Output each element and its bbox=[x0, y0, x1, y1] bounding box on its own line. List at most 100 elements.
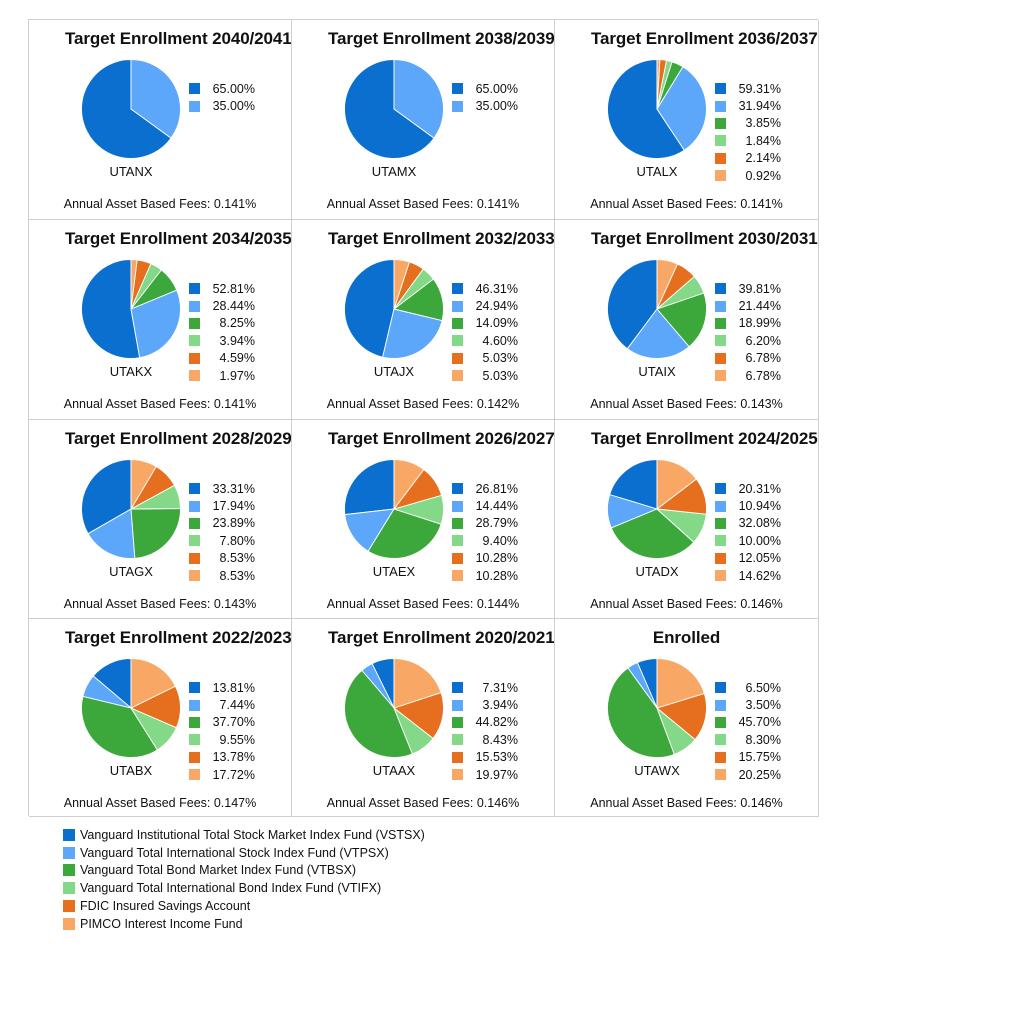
legend-entry: 3.94% bbox=[452, 696, 518, 713]
legend-entry: 35.00% bbox=[452, 97, 518, 114]
legend-swatch bbox=[715, 135, 726, 147]
pie-slice-6 bbox=[656, 459, 697, 510]
legend-swatch bbox=[715, 100, 726, 112]
allocation-legend: 39.81% 21.44% 18.99% 6.20% 6.78% 6.78% bbox=[715, 280, 781, 384]
legend-entry: 14.62% bbox=[715, 567, 781, 584]
fund-ticker: UTAJX bbox=[373, 364, 415, 379]
pie-slice-2 bbox=[382, 308, 443, 359]
legend-swatch bbox=[452, 283, 463, 295]
annual-fees: Annual Asset Based Fees: 0.142% bbox=[326, 397, 520, 411]
allocation-percent: 15.53% bbox=[475, 750, 518, 765]
legend-entry: 52.81% bbox=[189, 280, 255, 297]
allocation-percent: 3.50% bbox=[745, 698, 781, 713]
legend-entry: 28.44% bbox=[189, 297, 255, 314]
legend-swatch bbox=[189, 83, 200, 95]
pie-slice-3 bbox=[610, 508, 695, 559]
legend-swatch bbox=[189, 317, 200, 329]
pie-slice-6 bbox=[393, 459, 425, 510]
portfolio-cell-utawx: Enrolled UTAWX 6.50% 3.50% 45.70% 8.30% 15.7… bbox=[555, 619, 819, 817]
allocation-percent: 8.43% bbox=[482, 732, 518, 747]
pie-slice-1 bbox=[607, 259, 658, 350]
pie-slice-1 bbox=[344, 259, 395, 358]
allocation-percent: 6.50% bbox=[745, 680, 781, 695]
pie-chart bbox=[344, 459, 444, 559]
fund-legend-item: Vanguard Institutional Total Stock Marke… bbox=[63, 826, 425, 844]
allocation-legend: 7.31% 3.94% 44.82% 8.43% 15.53% 19.97% bbox=[452, 679, 518, 783]
legend-entry: 20.25% bbox=[715, 766, 781, 783]
legend-entry: 37.70% bbox=[189, 714, 255, 731]
legend-swatch bbox=[715, 734, 726, 746]
allocation-percent: 19.97% bbox=[475, 767, 518, 782]
allocation-percent: 17.72% bbox=[212, 767, 255, 782]
portfolio-cell-utalx: Target Enrollment 2036/2037 UTALX 59.31%… bbox=[555, 20, 819, 220]
fund-name: Vanguard Institutional Total Stock Marke… bbox=[80, 827, 425, 842]
legend-entry: 15.75% bbox=[715, 749, 781, 766]
pie-slice-6 bbox=[656, 658, 705, 709]
allocation-percent: 17.94% bbox=[212, 499, 255, 514]
legend-entry: 1.84% bbox=[715, 132, 781, 149]
legend-swatch bbox=[715, 751, 726, 763]
legend-swatch bbox=[189, 352, 200, 364]
legend-swatch bbox=[715, 370, 726, 382]
pie-chart bbox=[81, 459, 181, 559]
annual-fees: Annual Asset Based Fees: 0.141% bbox=[590, 197, 783, 211]
legend-entry: 14.09% bbox=[452, 315, 518, 332]
portfolio-title: Target Enrollment 2030/2031 bbox=[591, 229, 818, 248]
legend-entry: 10.00% bbox=[715, 532, 781, 549]
legend-swatch bbox=[189, 699, 200, 711]
legend-swatch bbox=[715, 699, 726, 711]
allocation-percent: 65.00% bbox=[475, 81, 518, 96]
allocation-percent: 13.78% bbox=[212, 750, 255, 765]
legend-swatch bbox=[452, 751, 463, 763]
allocation-percent: 26.81% bbox=[475, 481, 518, 496]
legend-swatch bbox=[452, 83, 463, 95]
allocation-percent: 10.00% bbox=[738, 533, 781, 548]
legend-swatch bbox=[452, 335, 463, 347]
legend-swatch bbox=[189, 500, 200, 512]
legend-entry: 28.79% bbox=[452, 515, 518, 532]
portfolio-cell-utaix: Target Enrollment 2030/2031 UTAIX 39.81%… bbox=[555, 220, 819, 420]
fund-ticker: UTABX bbox=[109, 763, 153, 778]
pie-slice-1 bbox=[607, 59, 685, 159]
legend-swatch bbox=[189, 517, 200, 529]
legend-entry: 6.78% bbox=[715, 367, 781, 384]
fund-legend-item: Vanguard Total Bond Market Index Fund (V… bbox=[63, 862, 425, 880]
fund-swatch bbox=[63, 864, 75, 877]
allocation-percent: 8.30% bbox=[745, 732, 781, 747]
legend-swatch bbox=[715, 716, 726, 728]
legend-swatch bbox=[715, 352, 726, 364]
allocation-percent: 35.00% bbox=[475, 99, 518, 114]
legend-entry: 31.94% bbox=[715, 97, 781, 114]
fund-ticker: UTAWX bbox=[634, 763, 680, 778]
fund-swatch bbox=[63, 846, 75, 859]
legend-swatch bbox=[189, 335, 200, 347]
portfolio-title: Target Enrollment 2020/2021 bbox=[328, 628, 555, 647]
portfolio-cell-utajx: Target Enrollment 2032/2033 UTAJX 46.31%… bbox=[292, 220, 555, 420]
legend-entry: 12.05% bbox=[715, 550, 781, 567]
legend-swatch bbox=[189, 283, 200, 295]
fund-swatch bbox=[63, 828, 75, 841]
allocation-percent: 24.94% bbox=[475, 299, 518, 314]
legend-entry: 10.94% bbox=[715, 497, 781, 514]
legend-swatch bbox=[715, 682, 726, 694]
legend-entry: 8.25% bbox=[189, 315, 255, 332]
allocation-percent: 45.70% bbox=[738, 715, 781, 730]
pie-slice-3 bbox=[367, 508, 442, 559]
allocation-percent: 28.79% bbox=[475, 516, 518, 531]
fund-ticker: UTADX bbox=[635, 564, 679, 579]
legend-entry: 7.80% bbox=[189, 532, 255, 549]
pie-slice-1 bbox=[344, 59, 435, 159]
portfolio-cell-utaex: Target Enrollment 2026/2027 UTAEX 26.81%… bbox=[292, 420, 555, 619]
legend-swatch bbox=[715, 117, 726, 129]
legend-swatch bbox=[452, 552, 463, 564]
legend-entry: 44.82% bbox=[452, 714, 518, 731]
legend-entry: 46.31% bbox=[452, 280, 518, 297]
allocation-percent: 31.94% bbox=[738, 99, 781, 114]
legend-entry: 18.99% bbox=[715, 315, 781, 332]
pie-slice-2 bbox=[626, 308, 690, 359]
legend-entry: 35.00% bbox=[189, 97, 255, 114]
pie-slice-2 bbox=[656, 66, 707, 151]
allocation-legend: 20.31% 10.94% 32.08% 10.00% 12.05% 14.62% bbox=[715, 480, 781, 584]
pie-slice-3 bbox=[656, 292, 707, 348]
allocation-percent: 9.40% bbox=[482, 533, 518, 548]
